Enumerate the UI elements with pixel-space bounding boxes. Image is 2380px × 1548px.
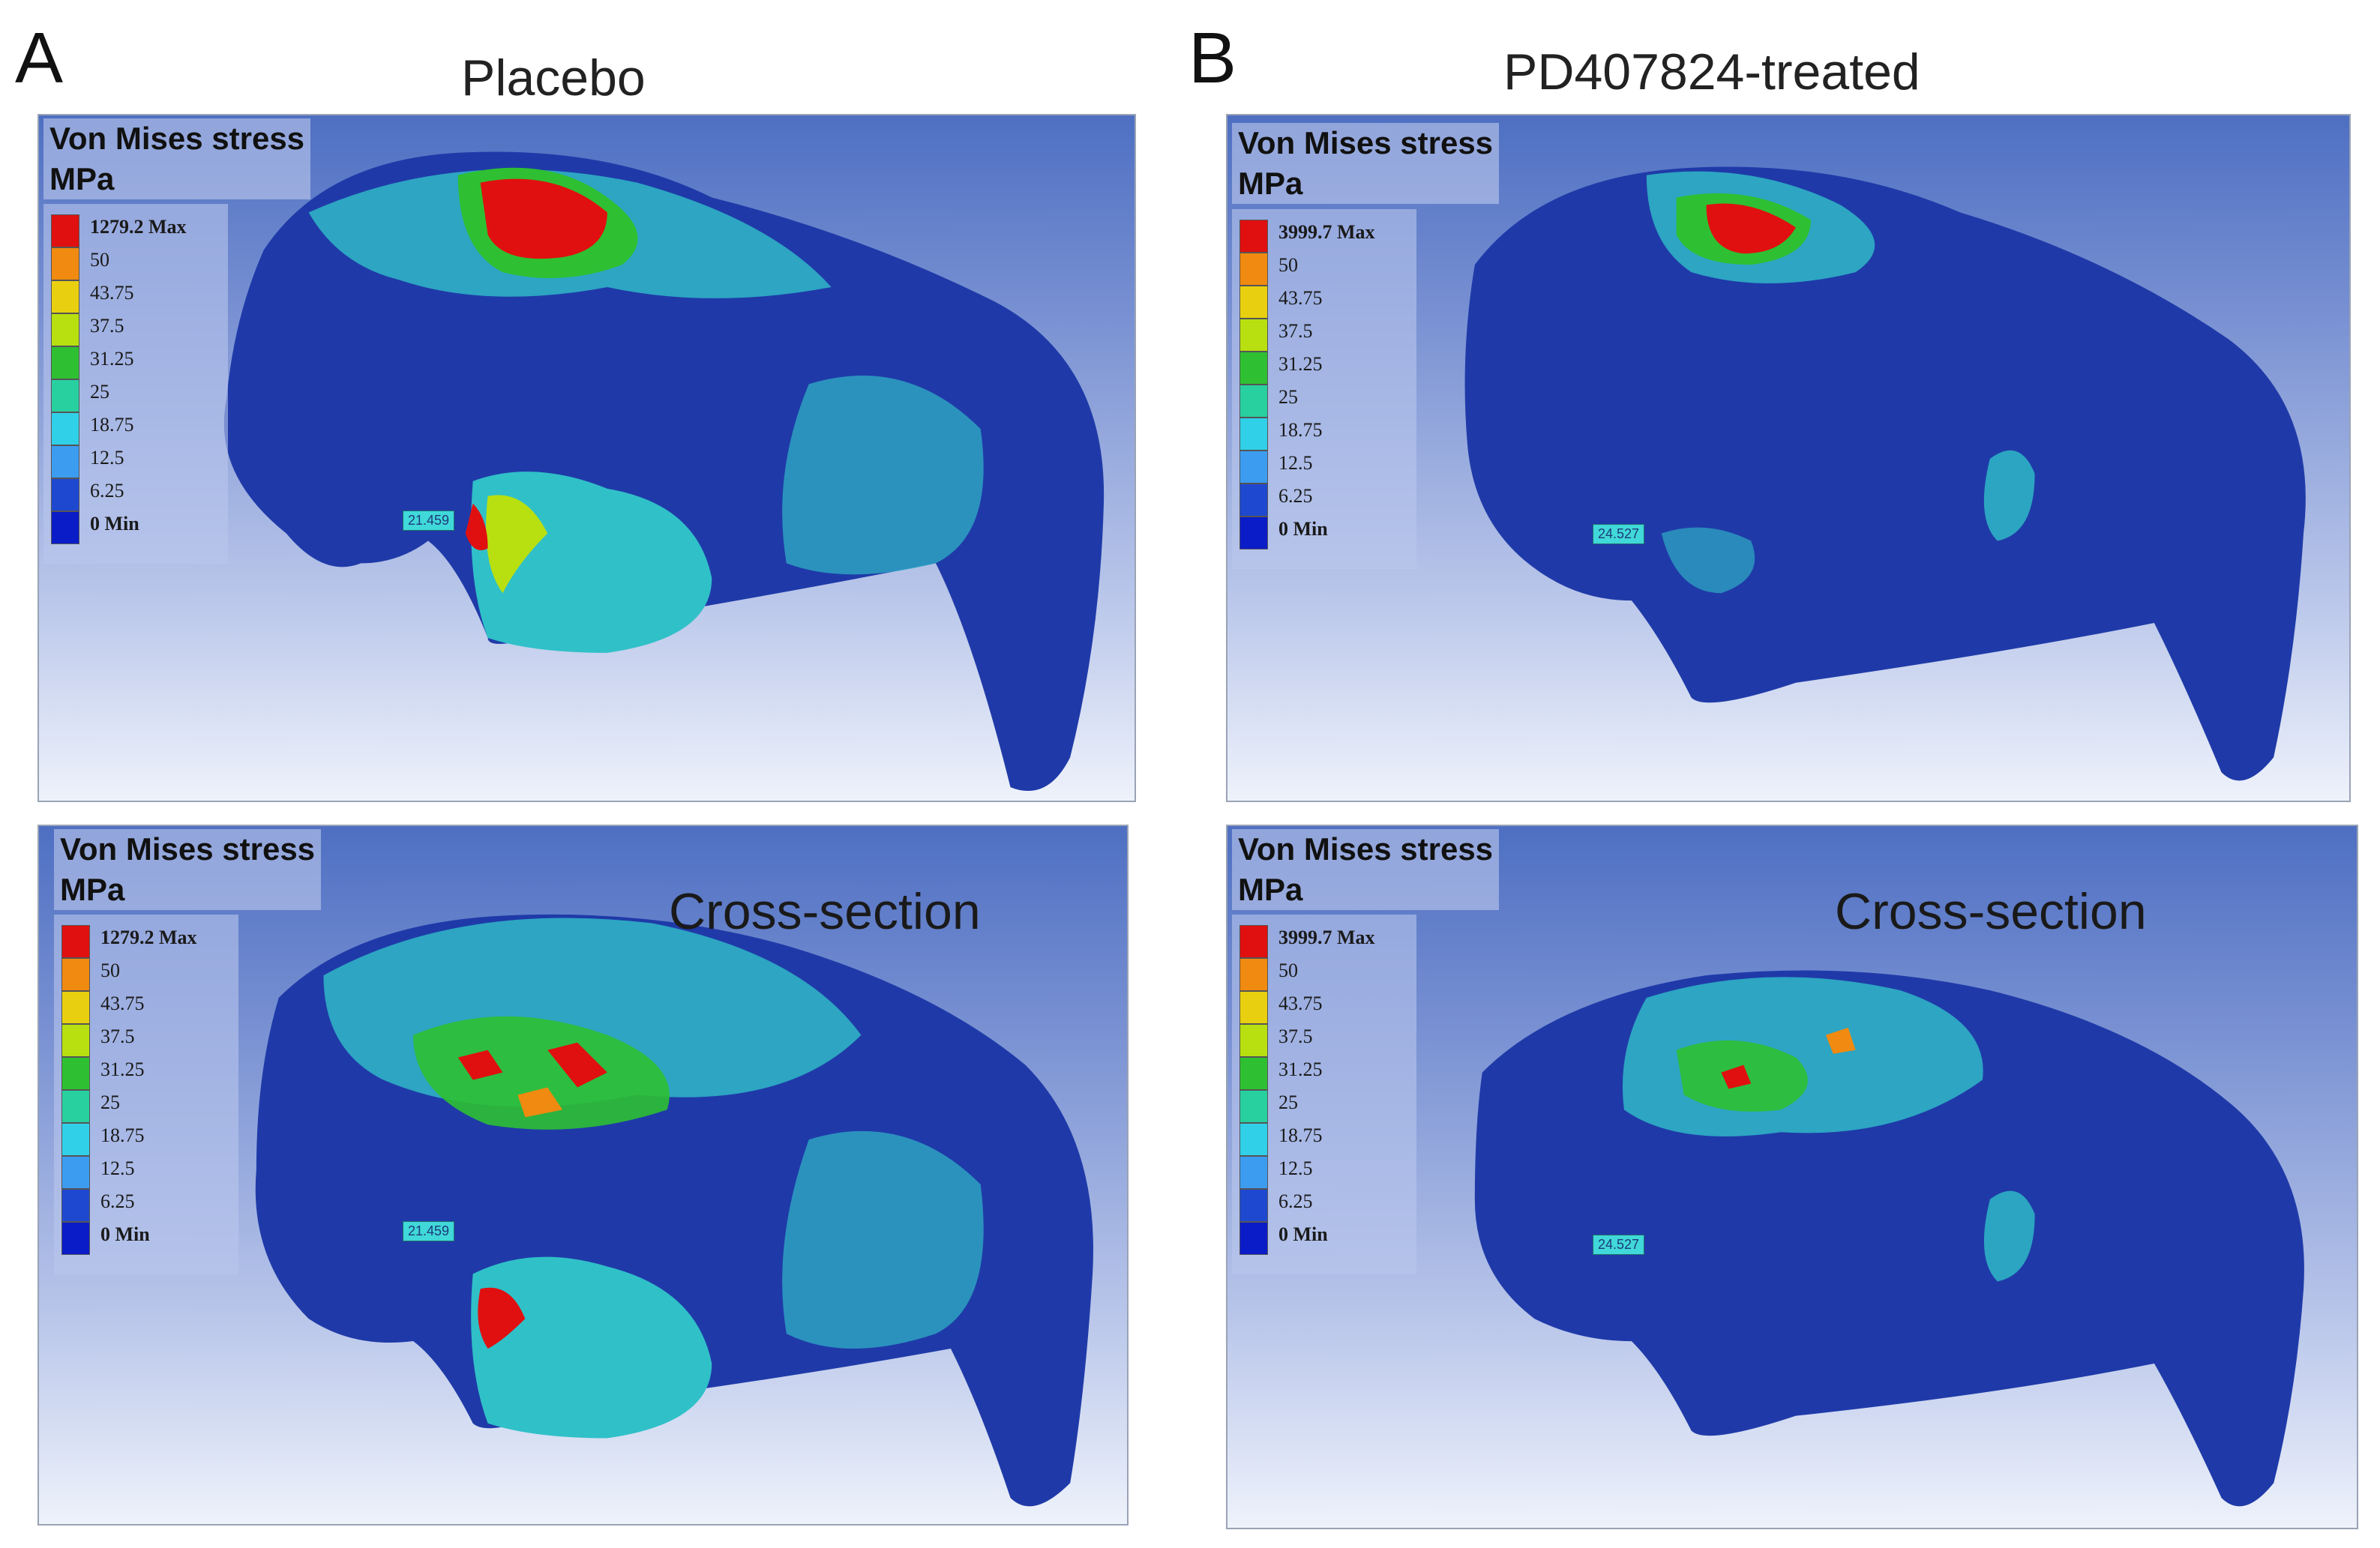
legend-label: 43.75 xyxy=(1278,993,1323,1014)
panel-b-cross-section-view: Von Mises stress MPa 3999.7 Max 50 43.75… xyxy=(1226,825,2358,1529)
legend-title-line1: Von Mises stress xyxy=(60,831,316,867)
cross-section-label: Cross-section xyxy=(1835,883,2147,940)
legend-min-label: 0 Min xyxy=(90,513,139,534)
panel-a-full-view: Von Mises stress MPa 1279.2 Max 50 43.75… xyxy=(37,114,1136,802)
legend-label: 50 xyxy=(1278,960,1298,981)
panel-a-letter: A xyxy=(15,18,64,98)
panel-b-title: PD407824-treated xyxy=(1503,43,1920,100)
legend-label: 37.5 xyxy=(1278,1026,1313,1047)
legend-label: 25 xyxy=(1278,386,1298,408)
legend-title: Von Mises stress MPa xyxy=(43,118,311,199)
treated-bone-stress-map xyxy=(1464,166,2306,781)
legend-label: 12.5 xyxy=(1278,1157,1313,1179)
legend-title-line2: MPa xyxy=(49,161,115,196)
panel-b-full-view: Von Mises stress MPa 3999.7 Max 50 43.75… xyxy=(1226,114,2351,802)
legend-max-label: 3999.7 Max xyxy=(1278,221,1375,243)
probe-value-tag: 21.459 xyxy=(403,1221,455,1241)
cross-section-label: Cross-section xyxy=(669,883,981,940)
panel-b-letter: B xyxy=(1189,18,1237,98)
color-legend: 1279.2 Max 50 43.75 37.5 31.25 25 18.75 … xyxy=(54,915,238,1274)
legend-label: 6.25 xyxy=(1278,1190,1313,1212)
legend-label: 37.5 xyxy=(90,315,124,337)
legend-label: 25 xyxy=(100,1091,120,1113)
treated-cross-section-stress-map xyxy=(1474,970,2304,1507)
legend-label: 37.5 xyxy=(100,1026,135,1047)
legend-title: Von Mises stress MPa xyxy=(1232,829,1500,910)
legend-title-line2: MPa xyxy=(1238,166,1303,201)
panel-a-title: Placebo xyxy=(461,49,646,106)
legend-label: 18.75 xyxy=(90,414,134,436)
legend-label: 12.5 xyxy=(100,1157,135,1179)
placebo-cross-section-stress-map xyxy=(255,914,1093,1507)
legend-label: 43.75 xyxy=(90,282,134,304)
color-legend: 3999.7 Max 50 43.75 37.5 31.25 25 18.75 … xyxy=(1232,209,1416,569)
legend-max-label: 3999.7 Max xyxy=(1278,927,1375,948)
legend-label: 37.5 xyxy=(1278,320,1313,342)
legend-label: 31.25 xyxy=(1278,353,1323,375)
legend-title-line1: Von Mises stress xyxy=(49,121,305,156)
legend-max-label: 1279.2 Max xyxy=(100,927,197,948)
legend-label: 31.25 xyxy=(90,348,134,370)
placebo-bone-stress-map xyxy=(223,151,1105,792)
legend-label: 12.5 xyxy=(1278,452,1313,474)
legend-min-label: 0 Min xyxy=(1278,1223,1328,1245)
color-legend: 1279.2 Max 50 43.75 37.5 31.25 25 18.75 … xyxy=(43,204,228,564)
legend-label: 25 xyxy=(1278,1091,1298,1113)
legend-label: 50 xyxy=(1278,254,1298,276)
legend-color-bar xyxy=(61,925,90,1255)
legend-color-bar xyxy=(1239,925,1268,1255)
legend-title-line2: MPa xyxy=(60,872,125,907)
legend-label: 6.25 xyxy=(90,480,124,502)
legend-max-label: 1279.2 Max xyxy=(90,216,187,238)
legend-title: Von Mises stress MPa xyxy=(54,829,322,910)
legend-label: 43.75 xyxy=(1278,287,1323,309)
legend-label: 50 xyxy=(100,960,120,981)
panel-a-cross-section-view: Von Mises stress MPa 1279.2 Max 50 43.75… xyxy=(37,825,1129,1526)
legend-label: 18.75 xyxy=(1278,1124,1323,1146)
legend-title-line1: Von Mises stress xyxy=(1238,831,1494,867)
legend-label: 18.75 xyxy=(100,1124,145,1146)
legend-label: 31.25 xyxy=(100,1058,145,1080)
probe-value-tag: 24.527 xyxy=(1593,1235,1645,1255)
legend-title: Von Mises stress MPa xyxy=(1232,123,1500,204)
legend-label: 6.25 xyxy=(100,1190,135,1212)
legend-label: 6.25 xyxy=(1278,485,1313,507)
legend-label: 12.5 xyxy=(90,447,124,469)
legend-color-bar xyxy=(51,214,79,544)
legend-color-bar xyxy=(1239,220,1268,549)
legend-label: 18.75 xyxy=(1278,419,1323,441)
legend-min-label: 0 Min xyxy=(100,1223,150,1245)
legend-label: 25 xyxy=(90,381,109,403)
legend-title-line1: Von Mises stress xyxy=(1238,125,1494,160)
legend-min-label: 0 Min xyxy=(1278,518,1328,540)
legend-label: 31.25 xyxy=(1278,1058,1323,1080)
legend-title-line2: MPa xyxy=(1238,872,1303,907)
legend-label: 50 xyxy=(90,249,109,271)
color-legend: 3999.7 Max 50 43.75 37.5 31.25 25 18.75 … xyxy=(1232,915,1416,1274)
probe-value-tag: 24.527 xyxy=(1593,524,1645,544)
probe-value-tag: 21.459 xyxy=(403,511,455,531)
legend-label: 43.75 xyxy=(100,993,145,1014)
